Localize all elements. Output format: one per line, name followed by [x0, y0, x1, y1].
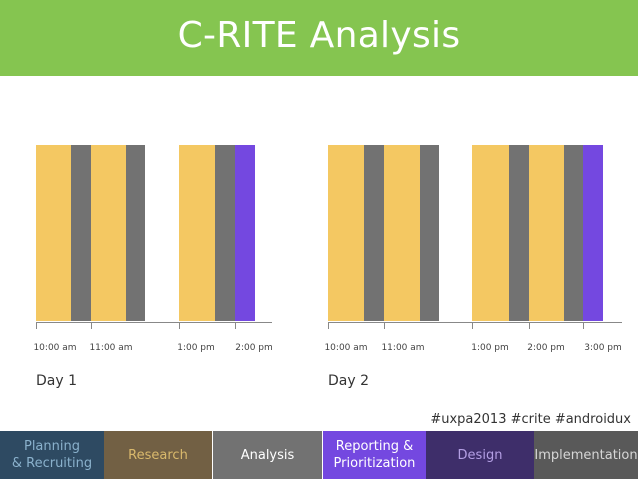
phase-research: Research [104, 431, 212, 479]
iteration-block [235, 145, 255, 321]
test-session-block [529, 145, 564, 321]
phase-label: Planning [23, 439, 80, 454]
analysis-block [215, 145, 235, 321]
phase-label: Research [128, 447, 188, 463]
test-session-block [179, 145, 215, 321]
axis-tick [235, 322, 236, 329]
tick-label: 2:00 pm [235, 343, 273, 353]
day-label: Day 2 [328, 373, 370, 389]
test-session-block [91, 145, 126, 321]
hashtags: #uxpa2013 #crite #androidux [430, 412, 631, 427]
phase-label: Reporting & [335, 439, 414, 454]
analysis-block [564, 145, 583, 321]
analysis-block [420, 145, 439, 321]
phase-label: & Recruiting [11, 456, 93, 471]
axis-tick [91, 322, 92, 329]
phase-analysis: Analysis [212, 431, 322, 479]
day1-axis-line [36, 322, 272, 323]
phase-label: Design [457, 447, 503, 463]
tick-label: 2:00 pm [527, 343, 565, 353]
page-title: C-RITE Analysis [177, 15, 461, 56]
test-session-block [36, 145, 71, 321]
axis-tick [583, 322, 584, 329]
phase-implementation: Implementation [534, 431, 638, 479]
test-session-block [328, 145, 364, 321]
phase-label: Prioritization [333, 456, 416, 471]
axis-tick [384, 322, 385, 329]
iteration-block [583, 145, 603, 321]
tick-label: 3:00 pm [584, 343, 622, 353]
axis-tick [472, 322, 473, 329]
analysis-block [364, 145, 384, 321]
tick-label: 1:00 pm [471, 343, 509, 353]
tick-label: 1:00 pm [177, 343, 215, 353]
analysis-block [71, 145, 91, 321]
phase-planning-recruiting: Planning & Recruiting [0, 431, 104, 479]
phase-label: Implementation [534, 447, 638, 463]
tick-label: 10:00 am [324, 343, 368, 353]
day2-axis-line [328, 322, 622, 323]
phase-reporting-prioritization: Reporting & Prioritization [322, 431, 426, 479]
day-label: Day 1 [36, 373, 78, 389]
phase-design: Design [426, 431, 534, 479]
tick-label: 10:00 am [33, 343, 77, 353]
axis-tick [328, 322, 329, 329]
axis-tick [36, 322, 37, 329]
tick-label: 11:00 am [89, 343, 133, 353]
analysis-block [509, 145, 529, 321]
test-session-block [384, 145, 420, 321]
analysis-block [126, 145, 145, 321]
axis-tick [179, 322, 180, 329]
test-session-block [472, 145, 509, 321]
axis-tick [529, 322, 530, 329]
tick-label: 11:00 am [381, 343, 425, 353]
phase-label: Analysis [240, 447, 295, 463]
header-bar: C-RITE Analysis [0, 0, 638, 76]
